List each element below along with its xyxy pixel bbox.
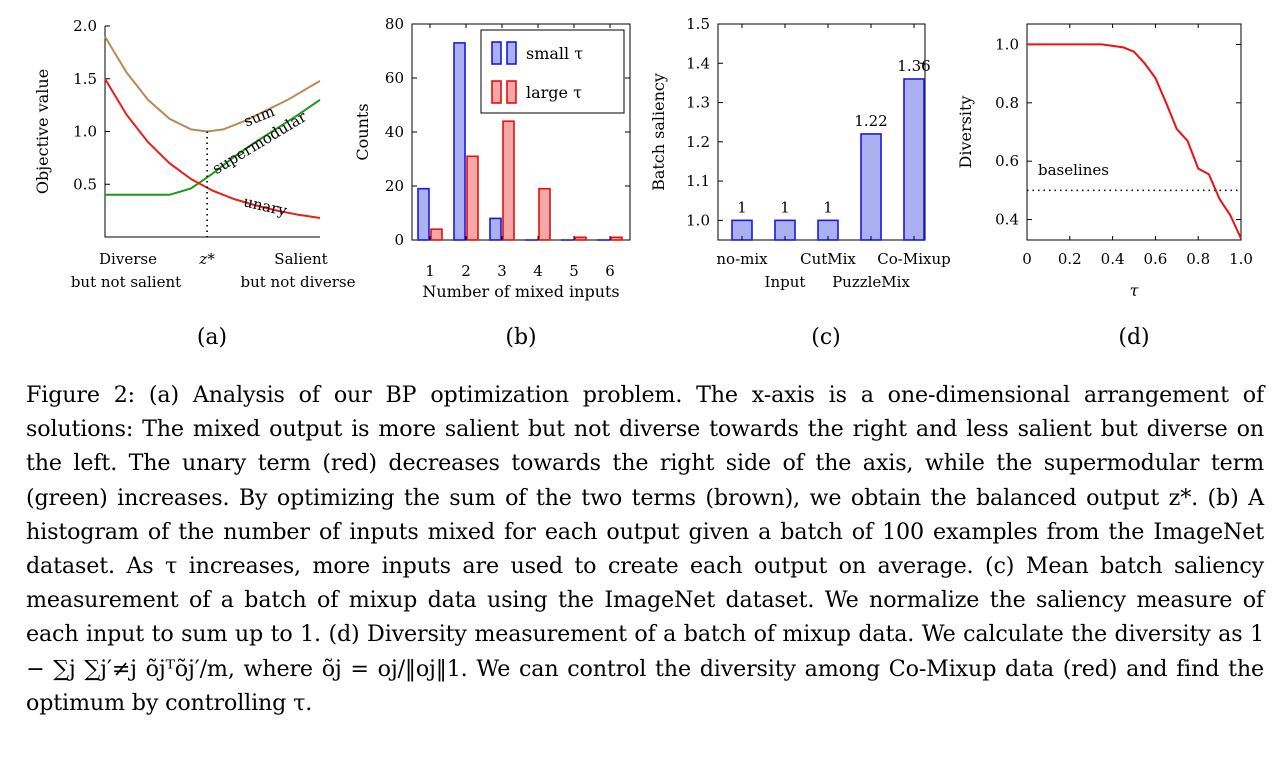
panel-c: 1.0 1.1 1.2 1.3 1.4 1.5 1 1 1 1.22 1.36 no-mix Input…	[649, 15, 951, 350]
panel-label-d: (d)	[1118, 325, 1149, 350]
ytick-label-a: 2.0	[73, 17, 97, 35]
figure: 0.5 1.0 1.5 2.0 Objective value sum supermodul…	[0, 0, 1282, 370]
panel-b: 0 20 40 60 80 1 2 3 4 5 6 Number of mixed inputs Cou…	[353, 15, 631, 350]
plot-frame-d	[1026, 23, 1242, 241]
xtick-label-a: Salient	[274, 250, 327, 268]
ytick-label-b: 0	[394, 231, 404, 249]
xtick-label-d: 0.2	[1058, 250, 1082, 268]
ytick-label-b: 20	[385, 177, 404, 195]
xlabel-b: Number of mixed inputs	[422, 282, 619, 301]
xtick-label-c: Co-Mixup	[877, 250, 950, 268]
xtick-label-a: but not salient	[71, 273, 181, 291]
data-label-c: 1	[823, 198, 833, 216]
ytick-label-d: 0.8	[995, 94, 1019, 112]
bar-c	[860, 133, 882, 241]
bar-b	[430, 228, 443, 241]
bar-b	[453, 42, 466, 241]
bar-b	[574, 236, 587, 241]
figure-caption: Figure 2: (a) Analysis of our BP optimiz…	[26, 378, 1264, 720]
ytick-label-b: 60	[385, 69, 404, 87]
ylabel-a: Objective value	[33, 69, 52, 194]
bar-b	[610, 236, 623, 241]
data-label-c: 1.36	[897, 57, 930, 75]
xlabel-d: τ	[1130, 281, 1140, 300]
xtick-label-d: 0.4	[1101, 250, 1125, 268]
ytick-label-c: 1.1	[686, 172, 710, 190]
ytick-label-a: 0.5	[73, 175, 97, 193]
bar-b	[417, 187, 430, 241]
ytick-label-c: 1.3	[686, 94, 710, 112]
xtick-label-b: 4	[533, 262, 543, 280]
ytick-label-c: 1.0	[686, 211, 710, 229]
data-label-c: 1.22	[854, 112, 887, 130]
ytick-label-c: 1.5	[686, 15, 710, 33]
xtick-label-c: PuzzleMix	[832, 273, 910, 291]
ytick-label-d: 0.4	[995, 211, 1019, 229]
figure-number: Figure 2:	[26, 382, 136, 408]
legend-box-b	[480, 29, 625, 114]
legend-b: small τ large τ	[480, 29, 625, 114]
xtick-label-c: no-mix	[716, 250, 768, 268]
annotation-unary: unary	[242, 192, 289, 220]
ylabel-d: Diversity	[956, 96, 975, 169]
xtick-label-d: 0	[1022, 250, 1032, 268]
xtick-label-d: 0.8	[1186, 250, 1210, 268]
ytick-label-b: 40	[385, 123, 404, 141]
ytick-label-a: 1.5	[73, 70, 97, 88]
data-label-c: 1	[737, 198, 747, 216]
legend-swatch-b	[506, 41, 517, 65]
bar-b	[538, 187, 551, 241]
ytick-label-d: 0.6	[995, 152, 1019, 170]
panel-label-a: (a)	[197, 325, 227, 350]
xtick-label-c: Input	[765, 273, 806, 291]
ytick-label-c: 1.4	[686, 54, 710, 72]
bar-b	[489, 217, 502, 241]
xtick-label-b: 3	[497, 262, 507, 280]
xtick-label-a: z*	[198, 250, 215, 268]
ytick-label-d: 1.0	[995, 35, 1019, 53]
baseline-label: baselines	[1038, 161, 1109, 179]
xtick-label-d: 0.6	[1143, 250, 1167, 268]
legend-swatch-b	[506, 80, 517, 104]
xtick-label-c: CutMix	[800, 250, 856, 268]
xtick-label-a: but not diverse	[240, 273, 355, 291]
legend-swatch-b	[491, 41, 502, 65]
xtick-label-b: 6	[605, 262, 615, 280]
ytick-label-b: 80	[385, 15, 404, 33]
xtick-label-d: 1.0	[1229, 250, 1253, 268]
xtick-label-b: 1	[425, 262, 435, 280]
ylabel-b: Counts	[353, 103, 372, 160]
xtick-label-a: Diverse	[99, 250, 157, 268]
legend-label-b: large τ	[526, 83, 582, 102]
data-label-c: 1	[780, 198, 790, 216]
bar-b	[466, 155, 479, 241]
series-line-d	[1027, 43, 1242, 239]
legend-swatch-b	[491, 80, 502, 104]
series-line-a	[105, 98, 321, 196]
bar-c	[903, 78, 925, 241]
panel-label-b: (b)	[505, 325, 536, 350]
axis-a	[104, 26, 320, 238]
panel-d: 0.4 0.6 0.8 1.0 0 0.2 0.4 0.6 0.8 1.0 baselines τ Di…	[956, 23, 1253, 350]
ylabel-c: Batch saliency	[649, 73, 668, 191]
xtick-label-b: 2	[461, 262, 471, 280]
xtick-label-b: 5	[569, 262, 579, 280]
panel-label-c: (c)	[811, 325, 841, 350]
caption-text: (a) Analysis of our BP optimization prob…	[26, 382, 1265, 716]
ytick-label-a: 1.0	[73, 123, 97, 141]
ytick-label-c: 1.2	[686, 133, 710, 151]
plot-frame-c	[717, 23, 926, 241]
series-line-a	[104, 78, 321, 219]
bar-b	[502, 120, 515, 241]
legend-label-b: small τ	[526, 44, 583, 63]
